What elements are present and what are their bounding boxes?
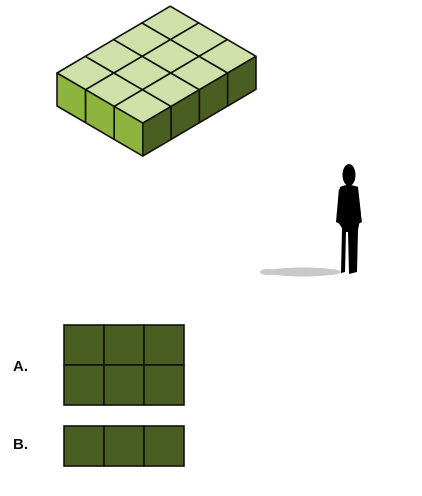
standing-person-icon [260, 164, 362, 277]
option-a-grid[interactable] [63, 324, 185, 406]
shadow-icon [265, 267, 341, 277]
option-b-grid[interactable] [63, 425, 185, 467]
grid-cell [103, 324, 145, 366]
grid-cell [63, 324, 105, 366]
shadow-icon [260, 269, 276, 275]
option-a-label: A. [13, 358, 28, 375]
grid-cell [143, 425, 185, 467]
cube-block [56, 5, 257, 157]
grid-cell [63, 364, 105, 406]
grid-cell [103, 364, 145, 406]
cube-right-face [226, 55, 257, 107]
grid-cell [143, 324, 185, 366]
option-b-label: B. [13, 436, 28, 453]
grid-cell [63, 425, 105, 467]
grid-cell [143, 364, 185, 406]
grid-cell [103, 425, 145, 467]
